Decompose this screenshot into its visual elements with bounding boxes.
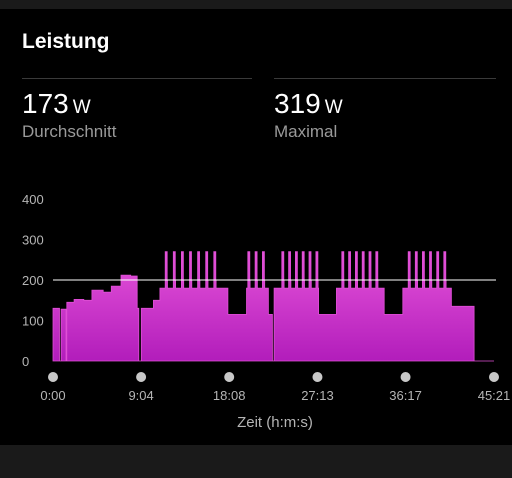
average-power-number: 173 (22, 88, 69, 119)
stat-divider-right (274, 78, 496, 79)
x-tick-label: 18:08 (213, 388, 246, 403)
top-bar (0, 0, 512, 9)
x-tick-dot (489, 372, 499, 382)
card-title: Leistung (22, 30, 110, 53)
x-tick-dot (224, 372, 235, 382)
x-tick-dot (48, 372, 58, 382)
y-tick-label: 0 (22, 354, 29, 369)
stat-divider-left (22, 78, 252, 79)
x-tick-label: 0:00 (40, 388, 65, 403)
x-tick-label: 9:04 (128, 388, 153, 403)
average-power-unit: W (72, 97, 91, 118)
x-axis-label: Zeit (h:m:s) (237, 414, 313, 431)
power-area-series (52, 251, 494, 362)
max-power-value: 319 W (274, 88, 343, 120)
power-chart: 0 100 200 300 400 0:00 9:04 18:08 27:13 36:17 45:… (22, 192, 511, 431)
y-tick-label: 400 (22, 192, 44, 207)
max-power-unit: W (324, 97, 343, 118)
y-tick-label: 100 (22, 314, 44, 329)
x-tick-dot (400, 372, 411, 382)
y-tick-label: 300 (22, 233, 44, 248)
bottom-bar (0, 445, 512, 478)
x-tick-label: 27:13 (301, 388, 334, 403)
average-power-value: 173 W (22, 88, 91, 120)
max-power-label: Maximal (274, 122, 338, 141)
x-tick-dot (136, 372, 147, 382)
average-power-label: Durchschnitt (22, 122, 117, 141)
y-tick-label: 200 (22, 273, 44, 288)
x-tick-dot (312, 372, 323, 382)
max-power-number: 319 (274, 88, 321, 119)
x-tick-label: 45:21 (478, 388, 511, 403)
x-tick-label: 36:17 (389, 388, 422, 403)
